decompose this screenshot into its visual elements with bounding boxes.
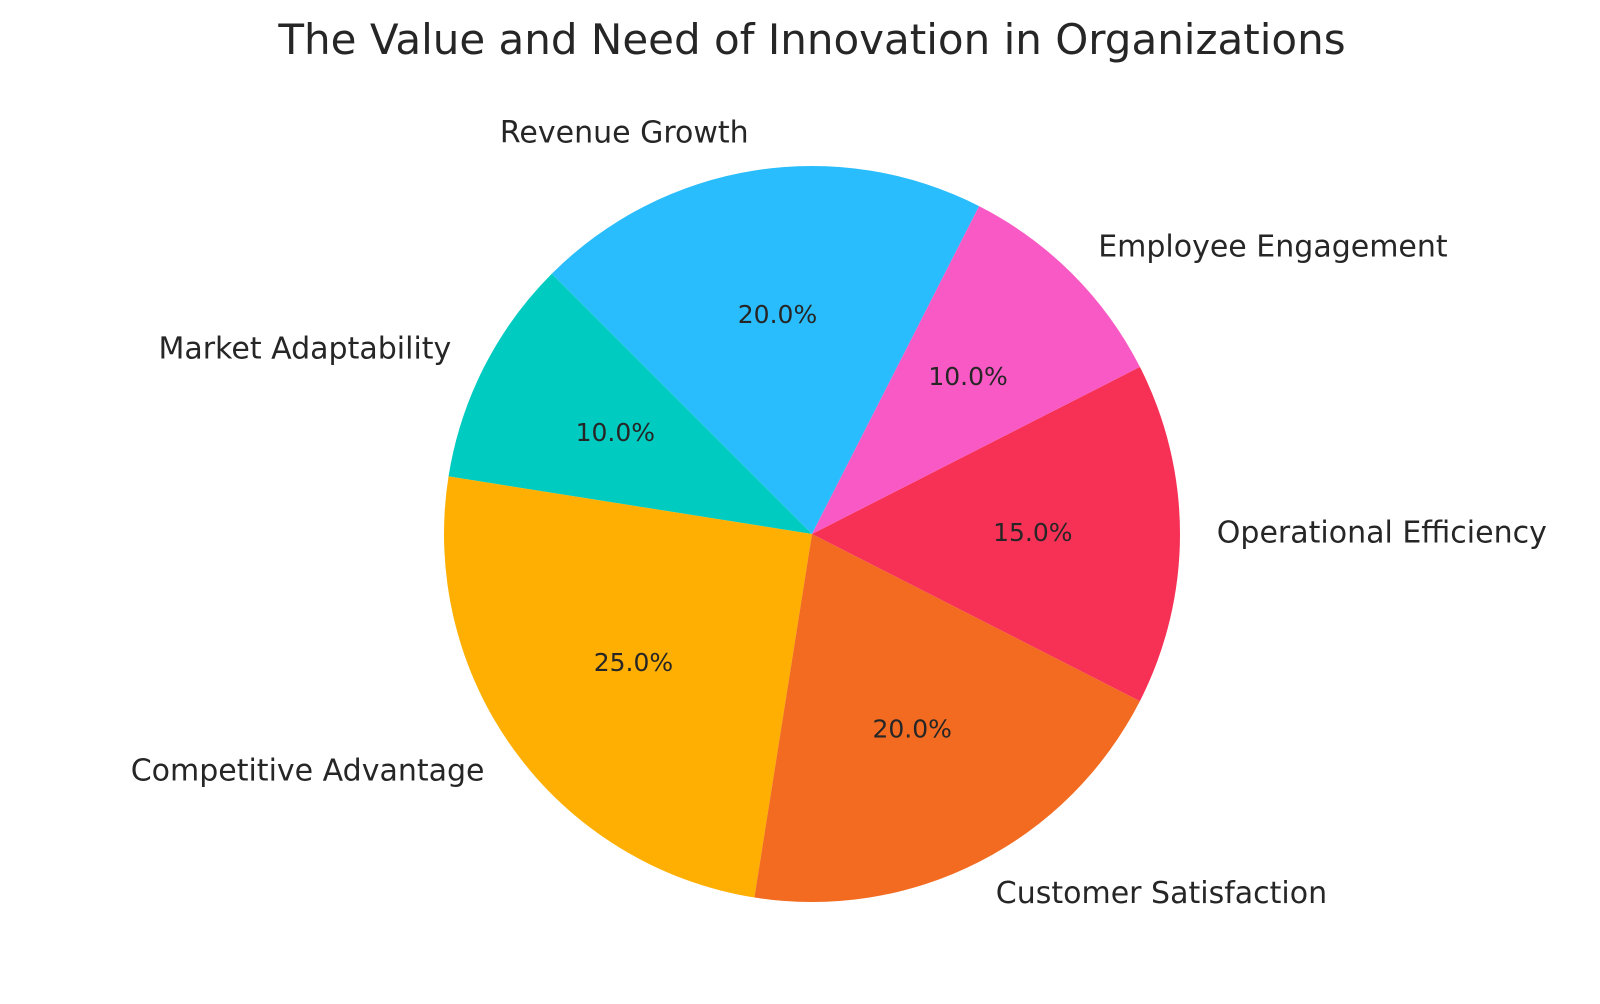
pct-label-revenue-growth: 20.0% <box>738 300 817 329</box>
pie-slice-employee-engagement <box>812 206 1140 535</box>
pct-label-customer-satisfaction: 20.0% <box>872 715 951 744</box>
slice-labels: Revenue Growth Market Adaptability Competi… <box>131 116 1547 912</box>
pct-label-operational-efficiency: 15.0% <box>993 518 1072 547</box>
slice-label-competitive-advantage: Competitive Advantage <box>131 753 485 788</box>
chart-title: The Value and Need of Innovation in Orga… <box>277 15 1345 64</box>
slice-label-market-adaptability: Market Adaptability <box>158 332 451 367</box>
percentage-labels: 20.0% 10.0% 25.0% 20.0% 15.0% 10.0% <box>576 300 1073 744</box>
slice-label-revenue-growth: Revenue Growth <box>500 116 749 151</box>
pie-slice-revenue-growth <box>551 165 980 534</box>
pie-slice-market-adaptability <box>448 273 812 534</box>
pct-label-employee-engagement: 10.0% <box>928 362 1007 391</box>
pct-label-market-adaptability: 10.0% <box>576 418 655 447</box>
pie-slice-operational-efficiency <box>812 366 1181 702</box>
pct-label-competitive-advantage: 25.0% <box>594 648 673 677</box>
slice-label-customer-satisfaction: Customer Satisfaction <box>996 876 1327 911</box>
pie-slice-competitive-advantage <box>443 476 812 898</box>
pie-slice-customer-satisfaction <box>754 534 1140 903</box>
slice-label-employee-engagement: Employee Engagement <box>1098 229 1448 264</box>
slice-label-operational-efficiency: Operational Efficiency <box>1217 516 1547 551</box>
pie-slices <box>443 165 1181 903</box>
